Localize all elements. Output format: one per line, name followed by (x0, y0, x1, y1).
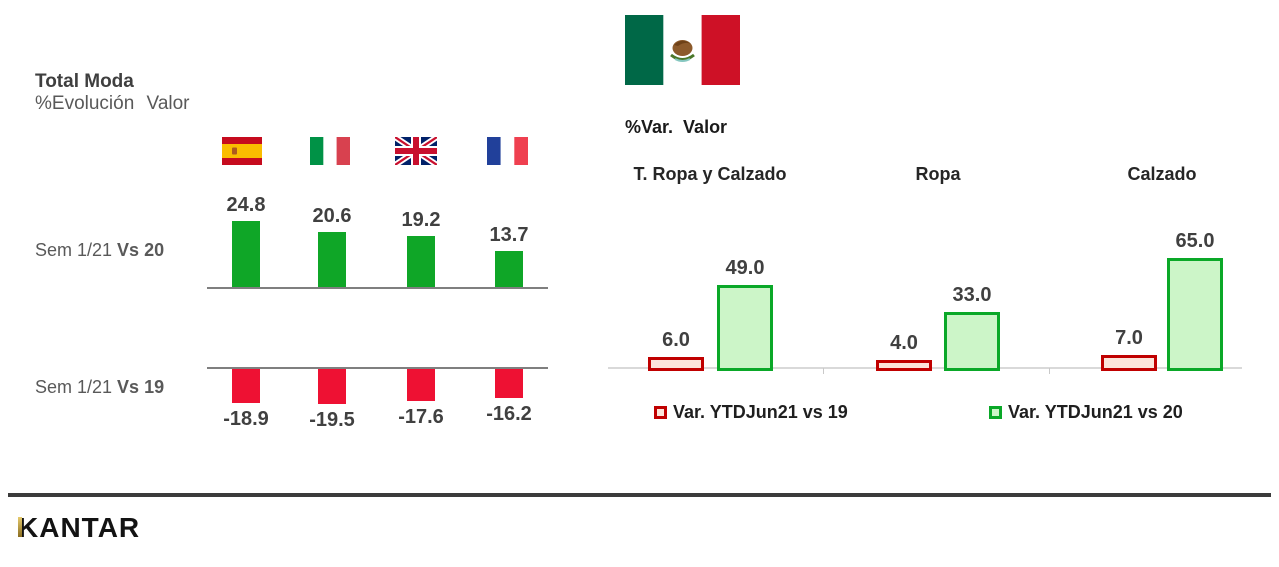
legend-label-vs20: Var. YTDJun21 vs 20 (1008, 402, 1183, 422)
category-header-calzado: Calzado (1127, 164, 1197, 184)
flag-spain-icon (222, 137, 262, 165)
bar-value-label: 49.0 (725, 257, 765, 279)
bar-value-label: 7.0 (1115, 327, 1143, 349)
left-chart-axis-vs20 (207, 287, 548, 289)
bar-value-label: 65.0 (1175, 230, 1215, 252)
bar-value-label: 20.6 (312, 205, 352, 227)
flag-uk-icon (395, 137, 437, 165)
row-label-vs19: Sem 1/21 Vs 19 (35, 377, 164, 398)
bar-vs19-0 (232, 369, 260, 403)
bar-value-label: 24.8 (226, 194, 266, 216)
legend-item-vs19: Var. YTDJun21 vs 19 (654, 402, 848, 423)
bar-ytd-vs19-2 (1101, 355, 1157, 371)
bar-value-label: 6.0 (662, 329, 690, 351)
kantar-logo-text: KANTAR (18, 512, 141, 543)
bar-value-label: 33.0 (952, 284, 992, 306)
row-label-vs20: Sem 1/21 Vs 20 (35, 240, 164, 261)
legend-marker-green-icon (989, 406, 1002, 419)
right-chart-axis-tick (823, 368, 824, 374)
kantar-logo: KANTAR (18, 512, 140, 544)
footer-divider (8, 493, 1271, 497)
bar-ytd-vs20-0 (717, 285, 773, 371)
bar-value-label: 4.0 (890, 332, 918, 354)
right-chart-axis-tick (1049, 368, 1050, 374)
right-chart-title: %Var. Valor (625, 117, 728, 137)
bar-vs20-0 (232, 221, 260, 287)
flag-france-icon (487, 137, 528, 165)
bar-vs20-3 (495, 251, 523, 287)
row-label-vs20-bold: Vs 20 (117, 240, 165, 260)
flag-italy-icon (310, 137, 350, 165)
page-subtitle: %Evolución Valor (35, 93, 190, 114)
bar-value-label: -17.6 (398, 406, 444, 428)
bar-ytd-vs20-1 (944, 312, 1000, 371)
bar-value-label: -19.5 (309, 409, 355, 431)
flag-mexico-icon (625, 15, 740, 85)
category-header-ropa: Ropa (915, 164, 961, 184)
bar-value-label: 19.2 (401, 209, 441, 231)
page-title: Total Moda (35, 71, 134, 92)
row-label-vs19-prefix: Sem 1/21 (35, 377, 113, 397)
bar-value-label: -16.2 (486, 403, 532, 425)
bar-ytd-vs20-2 (1167, 258, 1223, 371)
bar-ytd-vs19-1 (876, 360, 932, 371)
bar-vs20-2 (407, 236, 435, 287)
legend-label-vs19: Var. YTDJun21 vs 19 (673, 402, 848, 422)
bar-value-label: 13.7 (489, 224, 529, 246)
bar-vs20-1 (318, 232, 346, 287)
left-chart-axis-vs19 (207, 367, 548, 369)
mexico-emblem (670, 40, 695, 62)
bar-vs19-3 (495, 369, 523, 398)
category-header-ropa-calzado: T. Ropa y Calzado (633, 164, 787, 184)
bar-ytd-vs19-0 (648, 357, 704, 371)
kantar-gold-stem-icon (18, 517, 22, 537)
bar-vs19-2 (407, 369, 435, 401)
row-label-vs19-bold: Vs 19 (117, 377, 165, 397)
bar-vs19-1 (318, 369, 346, 404)
bar-value-label: -18.9 (223, 408, 269, 430)
row-label-vs20-prefix: Sem 1/21 (35, 240, 113, 260)
legend-item-vs20: Var. YTDJun21 vs 20 (989, 402, 1183, 423)
legend-marker-red-icon (654, 406, 667, 419)
